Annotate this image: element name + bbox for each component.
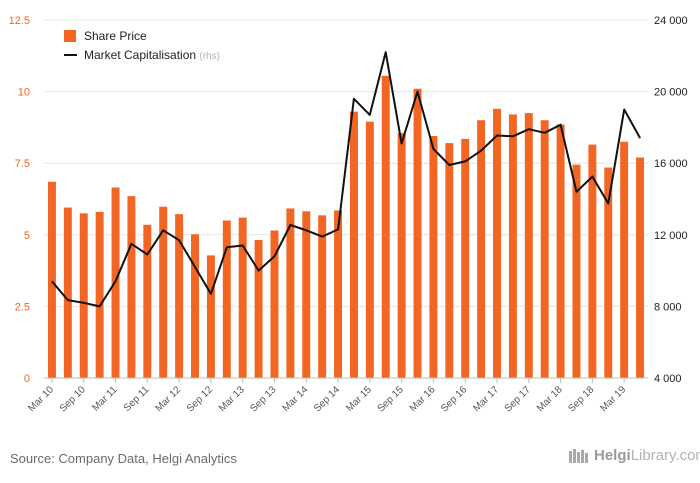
bar-share-price xyxy=(206,255,215,378)
bar-share-price xyxy=(286,208,295,378)
left-tick-label: 0 xyxy=(24,373,30,385)
right-tick-label: 12 000 xyxy=(654,230,688,242)
bar-share-price xyxy=(461,138,470,378)
right-tick-label: 4 000 xyxy=(654,373,682,385)
market-cap-line xyxy=(51,51,641,308)
x-tick-label: Sep 11 xyxy=(122,384,152,414)
x-tick-label: Mar 14 xyxy=(281,384,311,414)
x-tick-label: Sep 13 xyxy=(248,384,278,414)
bar-share-price xyxy=(413,88,422,379)
bar-share-price xyxy=(238,217,247,378)
legend: Share Price Market Capitalisation (rhs) xyxy=(64,29,220,62)
bar-share-price xyxy=(524,113,533,378)
bar-share-price xyxy=(477,120,486,379)
x-tick-label: Mar 16 xyxy=(408,384,438,414)
legend-label-market-cap: Market Capitalisation (rhs) xyxy=(84,48,220,62)
bar-share-price xyxy=(47,181,56,378)
x-tick-label: Sep 12 xyxy=(185,384,215,414)
bar-share-price xyxy=(95,211,104,378)
bar-share-price xyxy=(620,141,629,378)
bar-share-price xyxy=(222,220,231,378)
legend-swatch-share-price xyxy=(64,30,76,42)
bar-share-price xyxy=(191,234,199,378)
bar-share-price xyxy=(302,211,311,378)
x-tick-label: Mar 13 xyxy=(217,384,247,414)
bar-share-price xyxy=(588,144,597,378)
bar-share-price xyxy=(556,124,565,378)
bar-share-price xyxy=(429,135,438,378)
bar-share-price xyxy=(508,114,517,379)
bar-share-price xyxy=(349,111,358,378)
right-tick-label: 24 000 xyxy=(654,15,688,27)
left-tick-label: 10 xyxy=(18,87,30,99)
bar-share-price xyxy=(540,120,549,379)
axes: 0 2.5 5 7.5 10 12.5 4 000 8 000 12 000 16 000 20 0… xyxy=(9,15,688,415)
bar-share-price xyxy=(604,167,613,378)
left-tick-label: 7.5 xyxy=(15,158,30,170)
bar-share-price xyxy=(254,239,263,378)
bar-share-price xyxy=(334,210,343,378)
logo-text-helgi: Helgi xyxy=(594,447,631,464)
x-tick-label: Mar 15 xyxy=(344,384,374,414)
share-price-bars xyxy=(47,75,645,379)
bar-share-price xyxy=(636,157,645,378)
left-tick-label: 5 xyxy=(24,230,30,242)
x-tick-label: Mar 17 xyxy=(471,384,501,414)
bar-share-price xyxy=(143,224,152,378)
left-tick-label: 12.5 xyxy=(9,15,30,27)
bar-share-price xyxy=(365,121,374,378)
x-tick-label: Sep 14 xyxy=(312,384,342,414)
source-footnote: Source: Company Data, Helgi Analytics xyxy=(10,451,237,466)
bar-share-price xyxy=(445,143,454,378)
x-tick-label: Sep 18 xyxy=(566,384,596,414)
x-tick-label: Mar 12 xyxy=(153,384,183,414)
x-tick-label: Mar 10 xyxy=(26,384,56,414)
legend-label-market-cap-name: Market Capitalisation xyxy=(84,48,199,62)
legend-label-rhs: (rhs) xyxy=(199,51,220,62)
x-tick-label: Sep 16 xyxy=(439,384,469,414)
x-tick-label: Mar 19 xyxy=(598,384,628,414)
left-tick-label: 2.5 xyxy=(15,301,30,313)
bar-share-price xyxy=(397,133,406,378)
bar-share-price xyxy=(127,196,136,378)
x-tick-label: Sep 17 xyxy=(503,384,533,414)
logo-text-library: Library.com xyxy=(630,447,700,464)
right-tick-label: 16 000 xyxy=(654,158,688,170)
bar-share-price xyxy=(318,215,327,378)
bar-share-price xyxy=(572,164,581,378)
bar-share-price xyxy=(79,213,88,378)
bar-share-price xyxy=(381,75,390,379)
right-tick-label: 8 000 xyxy=(654,301,682,313)
x-tick-label: Sep 15 xyxy=(376,384,406,414)
bar-share-price xyxy=(63,207,72,378)
bar-share-price xyxy=(493,108,501,378)
line-market-capitalisation xyxy=(51,51,641,308)
bar-share-price xyxy=(270,230,279,378)
right-tick-label: 20 000 xyxy=(654,87,688,99)
bar-share-price xyxy=(159,206,168,378)
x-tick-label: Mar 18 xyxy=(535,384,565,414)
bar-share-price xyxy=(175,214,184,378)
x-tick-label: Mar 11 xyxy=(90,384,120,414)
book-icon xyxy=(569,448,588,463)
x-tick-label: Sep 10 xyxy=(58,384,88,414)
legend-label-share-price: Share Price xyxy=(84,29,147,43)
